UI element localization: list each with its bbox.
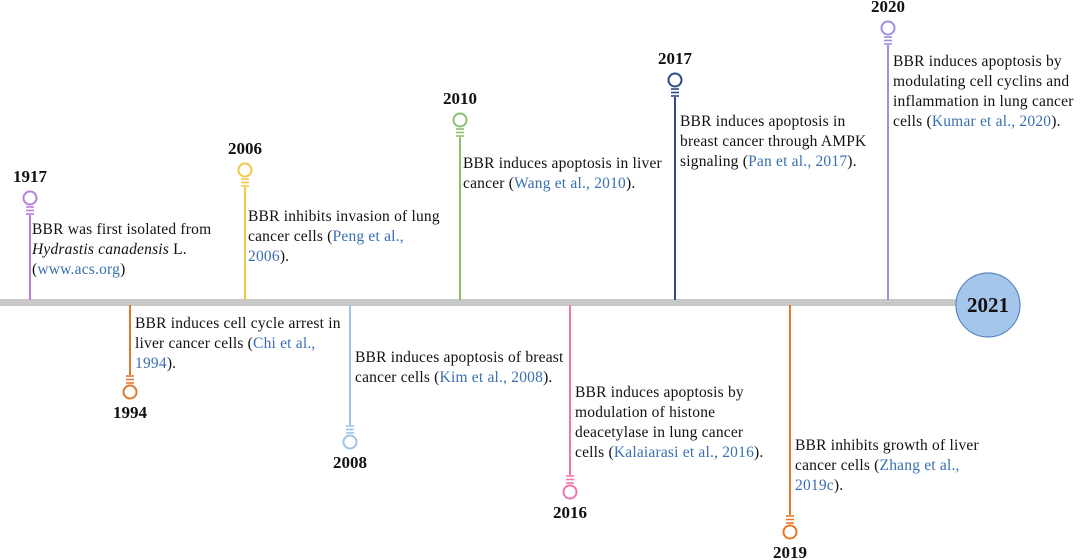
year-label: 2017 — [658, 49, 693, 68]
text: BBR inhibits growth of liver cancer cell… — [795, 437, 979, 474]
text: ). — [626, 175, 636, 192]
bulb — [667, 72, 683, 88]
text: ). — [166, 355, 177, 372]
text: BBR induces apoptosis of breast cancer c… — [355, 349, 564, 386]
event-description: BBR inhibits invasion of lung cancer cel… — [248, 207, 448, 267]
text: L. ( — [32, 241, 187, 278]
event-description: BBR induces apoptosis in breast cancer t… — [680, 112, 872, 172]
bulb — [782, 524, 798, 540]
bulb — [880, 20, 896, 36]
year-label: 2020 — [871, 0, 905, 16]
axis-line — [0, 299, 962, 306]
event-description: BBR inhibits growth of liver cancer cell… — [795, 436, 1005, 496]
citation-link[interactable]: Zhang et al., 2019c — [795, 457, 960, 494]
citation-link[interactable]: www.acs.org — [37, 261, 121, 278]
text: BBR was first isolated from — [32, 221, 212, 238]
bulb — [22, 190, 38, 206]
italic-text: Hydrastis canadensis — [32, 241, 170, 258]
text: BBR induces apoptosis in liver cancer ( — [463, 155, 662, 192]
citation-link[interactable]: Kumar et al., 2020 — [931, 113, 1052, 130]
event-description: BBR induces apoptosis of breast cancer c… — [355, 348, 565, 388]
end-circle — [955, 272, 1021, 338]
text: ). — [279, 248, 290, 265]
citation-link[interactable]: Peng et al., 2006 — [248, 228, 404, 265]
text: BBR induces apoptosis by modulating cell… — [893, 53, 1074, 130]
event-description: BBR induces apoptosis by modulation of h… — [575, 383, 775, 463]
text: ). — [1051, 113, 1061, 130]
citation-link[interactable]: Pan et al., 2017 — [748, 153, 848, 170]
text: ). — [543, 369, 553, 386]
event-description: BBR was first isolated from Hydrastis ca… — [32, 220, 254, 280]
event-description: BBR induces apoptosis in liver cancer (W… — [463, 154, 663, 194]
bulb — [452, 112, 468, 128]
citation-link[interactable]: Chi et al., 1994 — [135, 335, 316, 372]
end-year: 2021 — [967, 293, 1009, 317]
text: ). — [847, 153, 857, 170]
event-description: BBR induces apoptosis by modulating cell… — [893, 52, 1085, 132]
event-description: BBR induces cell cycle arrest in liver c… — [135, 314, 350, 374]
year-label: 2008 — [333, 453, 367, 472]
text: BBR induces cell cycle arrest in liver c… — [135, 315, 341, 352]
bulb — [122, 384, 138, 400]
year-label: 2010 — [443, 89, 477, 108]
text: BBR induces apoptosis by modulation of h… — [575, 384, 744, 461]
text: ). — [754, 444, 764, 461]
bulb — [562, 484, 578, 500]
text: BBR induces apoptosis in breast cancer t… — [680, 113, 867, 170]
text: ). — [833, 477, 844, 494]
citation-link[interactable]: Kim et al., 2008 — [439, 369, 544, 386]
year-label: 1994 — [113, 403, 148, 422]
year-label: 2016 — [553, 503, 587, 522]
text: ) — [120, 261, 126, 278]
year-label: 2006 — [228, 139, 262, 158]
citation-link[interactable]: Kalaiarasi et al., 2016 — [613, 444, 755, 461]
bulb — [237, 162, 253, 178]
citation-link[interactable]: Wang et al., 2010 — [514, 175, 626, 192]
year-label: 2019 — [773, 543, 807, 560]
text: BBR inhibits invasion of lung cancer cel… — [248, 208, 440, 245]
bulb — [342, 434, 358, 450]
year-label: 1917 — [13, 167, 48, 186]
